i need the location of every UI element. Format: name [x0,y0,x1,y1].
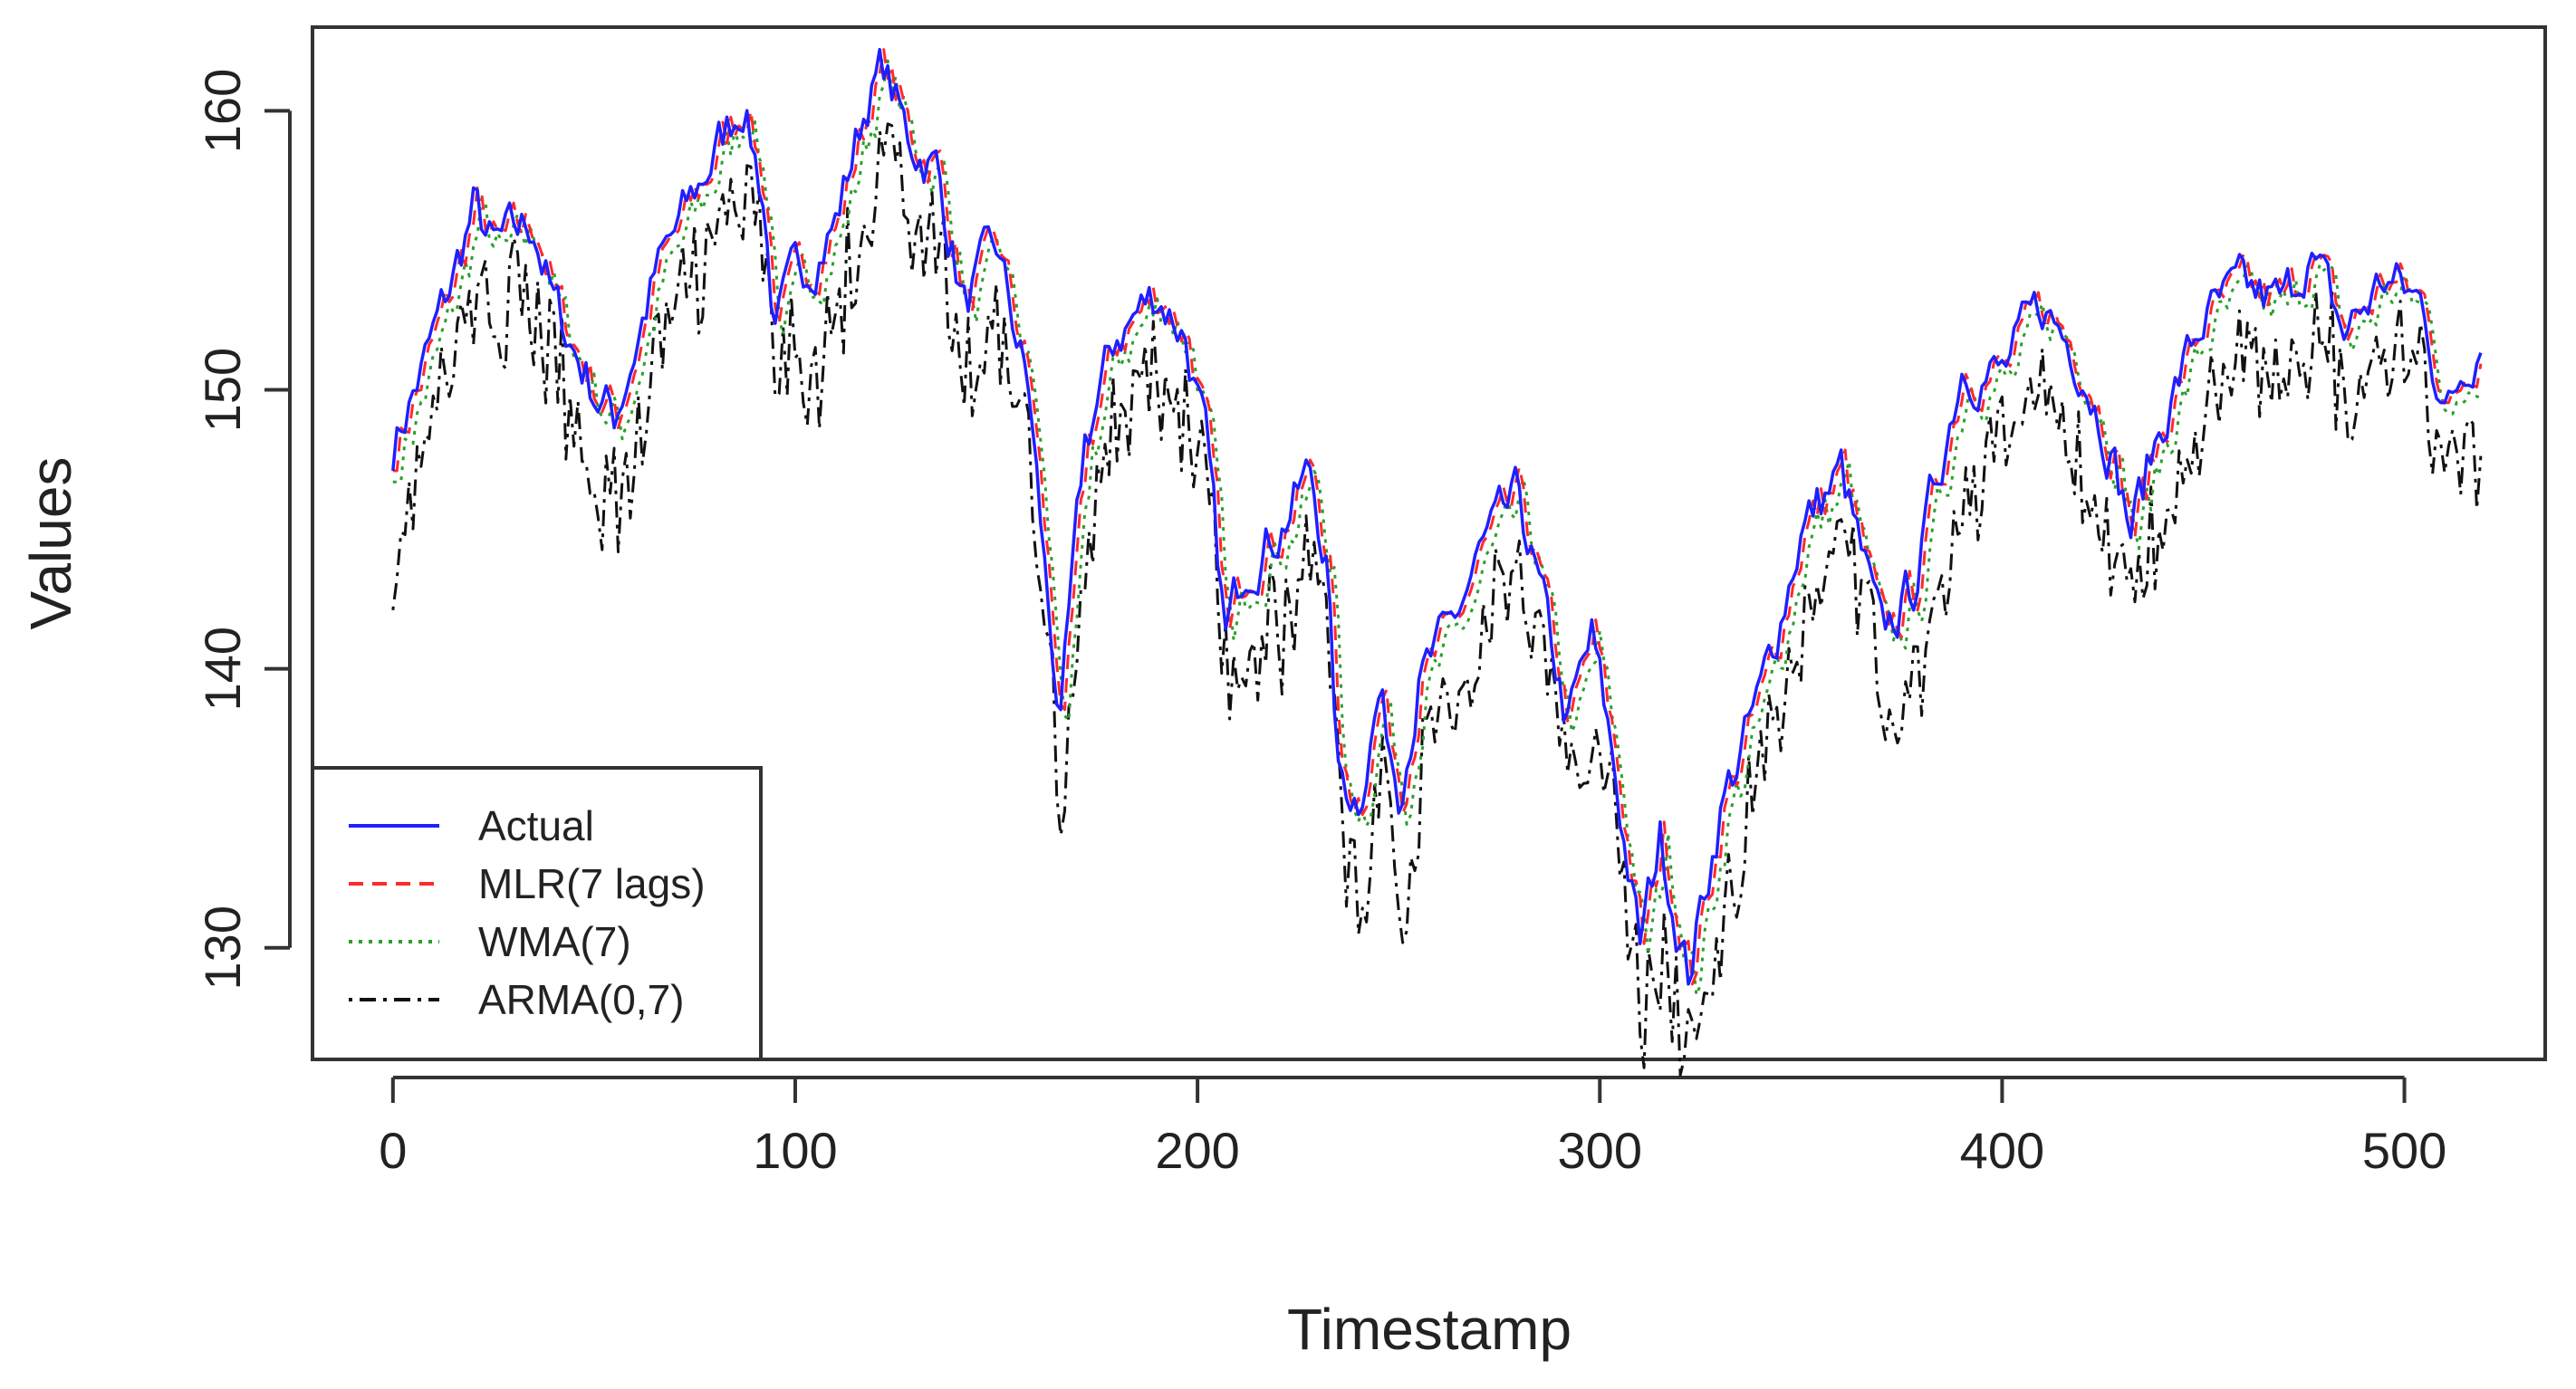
x-axis-title: Timestamp [1287,1297,1572,1362]
x-tick-label: 0 [379,1122,407,1179]
series-line-0 [391,47,2483,986]
y-axis-title: Values [18,457,83,630]
y-tick-label: 130 [194,905,251,990]
axes: 0 100 200 300 400 500 130 140 150 160 [194,69,2446,1179]
y-tick-label: 160 [194,69,251,153]
legend-box [311,766,763,1061]
y-tick-label: 150 [194,348,251,432]
legend-label: WMA(7) [478,918,631,965]
x-tick-label: 500 [2362,1122,2446,1179]
x-tick-label: 200 [1155,1122,1239,1179]
x-tick-label: 100 [753,1122,837,1179]
series-layer [391,47,2483,1077]
x-tick-label: 400 [1960,1122,2044,1179]
legend-label: ARMA(0,7) [478,976,684,1023]
legend-label: Actual [478,802,594,849]
y-tick-label: 140 [194,627,251,711]
legend-label: MLR(7 lags) [478,860,706,907]
plot-frame [311,25,2547,1061]
legend: Actual MLR(7 lags) WMA(7) ARMA(0,7) [311,766,763,1061]
x-tick-label: 300 [1558,1122,1642,1179]
